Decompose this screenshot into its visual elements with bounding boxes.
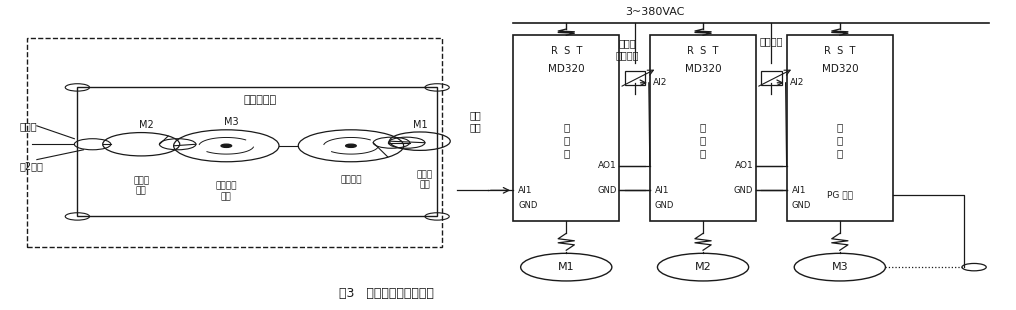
Bar xyxy=(650,35,756,221)
Bar xyxy=(513,35,620,221)
Text: M1: M1 xyxy=(558,262,575,272)
Text: GND: GND xyxy=(655,201,675,210)
Text: 变
频
器: 变 频 器 xyxy=(563,122,569,159)
Text: M3: M3 xyxy=(225,117,239,127)
Text: 浮动辊
位置信号: 浮动辊 位置信号 xyxy=(616,38,639,60)
Text: 复合辊
电机: 复合辊 电机 xyxy=(133,176,149,195)
Text: 图3   干式复合机变频控制: 图3 干式复合机变频控制 xyxy=(339,287,434,300)
Text: MD320: MD320 xyxy=(548,64,584,74)
Text: MD320: MD320 xyxy=(685,64,721,74)
Text: GND: GND xyxy=(597,186,617,195)
Circle shape xyxy=(221,144,232,147)
Bar xyxy=(786,35,893,221)
Bar xyxy=(625,71,645,85)
Circle shape xyxy=(345,144,357,147)
Text: 3~380VAC: 3~380VAC xyxy=(625,7,685,17)
Text: 浮动辊: 浮动辊 xyxy=(19,121,38,131)
Text: MD320: MD320 xyxy=(822,64,859,74)
Text: 复合干燥箱: 复合干燥箱 xyxy=(243,95,276,105)
Text: 变
频
器: 变 频 器 xyxy=(700,122,706,159)
Text: R  S  T: R S T xyxy=(824,46,855,56)
Bar xyxy=(761,71,781,85)
Bar xyxy=(26,38,442,247)
Text: AO1: AO1 xyxy=(735,161,753,170)
Text: 中心收卷
电机: 中心收卷 电机 xyxy=(215,182,237,201)
Text: AO1: AO1 xyxy=(597,161,617,170)
Text: 复合基材: 复合基材 xyxy=(340,175,362,184)
Text: 复合
速度: 复合 速度 xyxy=(469,110,482,132)
Text: GND: GND xyxy=(518,201,537,210)
Text: M2: M2 xyxy=(139,119,153,130)
Text: AI2: AI2 xyxy=(789,78,804,87)
Text: 第2材料: 第2材料 xyxy=(19,161,44,171)
Text: AI1: AI1 xyxy=(655,186,670,195)
Text: PG 接口: PG 接口 xyxy=(827,190,852,199)
Text: 张力设定: 张力设定 xyxy=(760,36,783,46)
Text: M2: M2 xyxy=(695,262,711,272)
Text: AI2: AI2 xyxy=(653,78,668,87)
Text: GND: GND xyxy=(734,186,753,195)
Text: R  S  T: R S T xyxy=(688,46,718,56)
Text: AI1: AI1 xyxy=(518,186,532,195)
Text: GND: GND xyxy=(791,201,811,210)
Text: 变
频
器: 变 频 器 xyxy=(837,122,843,159)
Text: R  S  T: R S T xyxy=(551,46,582,56)
Bar xyxy=(77,87,437,216)
Text: M3: M3 xyxy=(831,262,848,272)
Text: M1: M1 xyxy=(412,119,427,130)
Text: AI1: AI1 xyxy=(791,186,807,195)
Text: 牵引辊
电机: 牵引辊 电机 xyxy=(417,170,433,190)
